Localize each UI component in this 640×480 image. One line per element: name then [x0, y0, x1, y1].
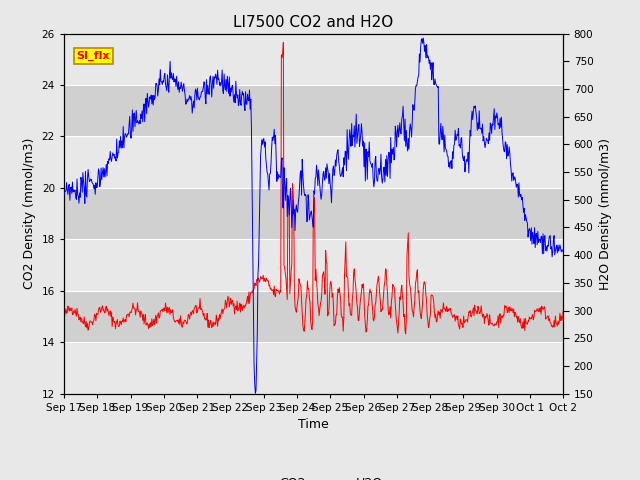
- Bar: [64, 188, 563, 240]
- Bar: [64, 240, 563, 291]
- Bar: [64, 342, 563, 394]
- Bar: [64, 34, 563, 85]
- Bar: [64, 85, 563, 136]
- Text: SI_flx: SI_flx: [77, 51, 110, 61]
- Title: LI7500 CO2 and H2O: LI7500 CO2 and H2O: [234, 15, 394, 30]
- X-axis label: Time: Time: [298, 418, 329, 431]
- Y-axis label: CO2 Density (mmol/m3): CO2 Density (mmol/m3): [23, 138, 36, 289]
- Bar: [64, 291, 563, 342]
- Legend: CO2, H2O: CO2, H2O: [239, 472, 388, 480]
- Bar: [64, 136, 563, 188]
- Y-axis label: H2O Density (mmol/m3): H2O Density (mmol/m3): [599, 138, 612, 289]
